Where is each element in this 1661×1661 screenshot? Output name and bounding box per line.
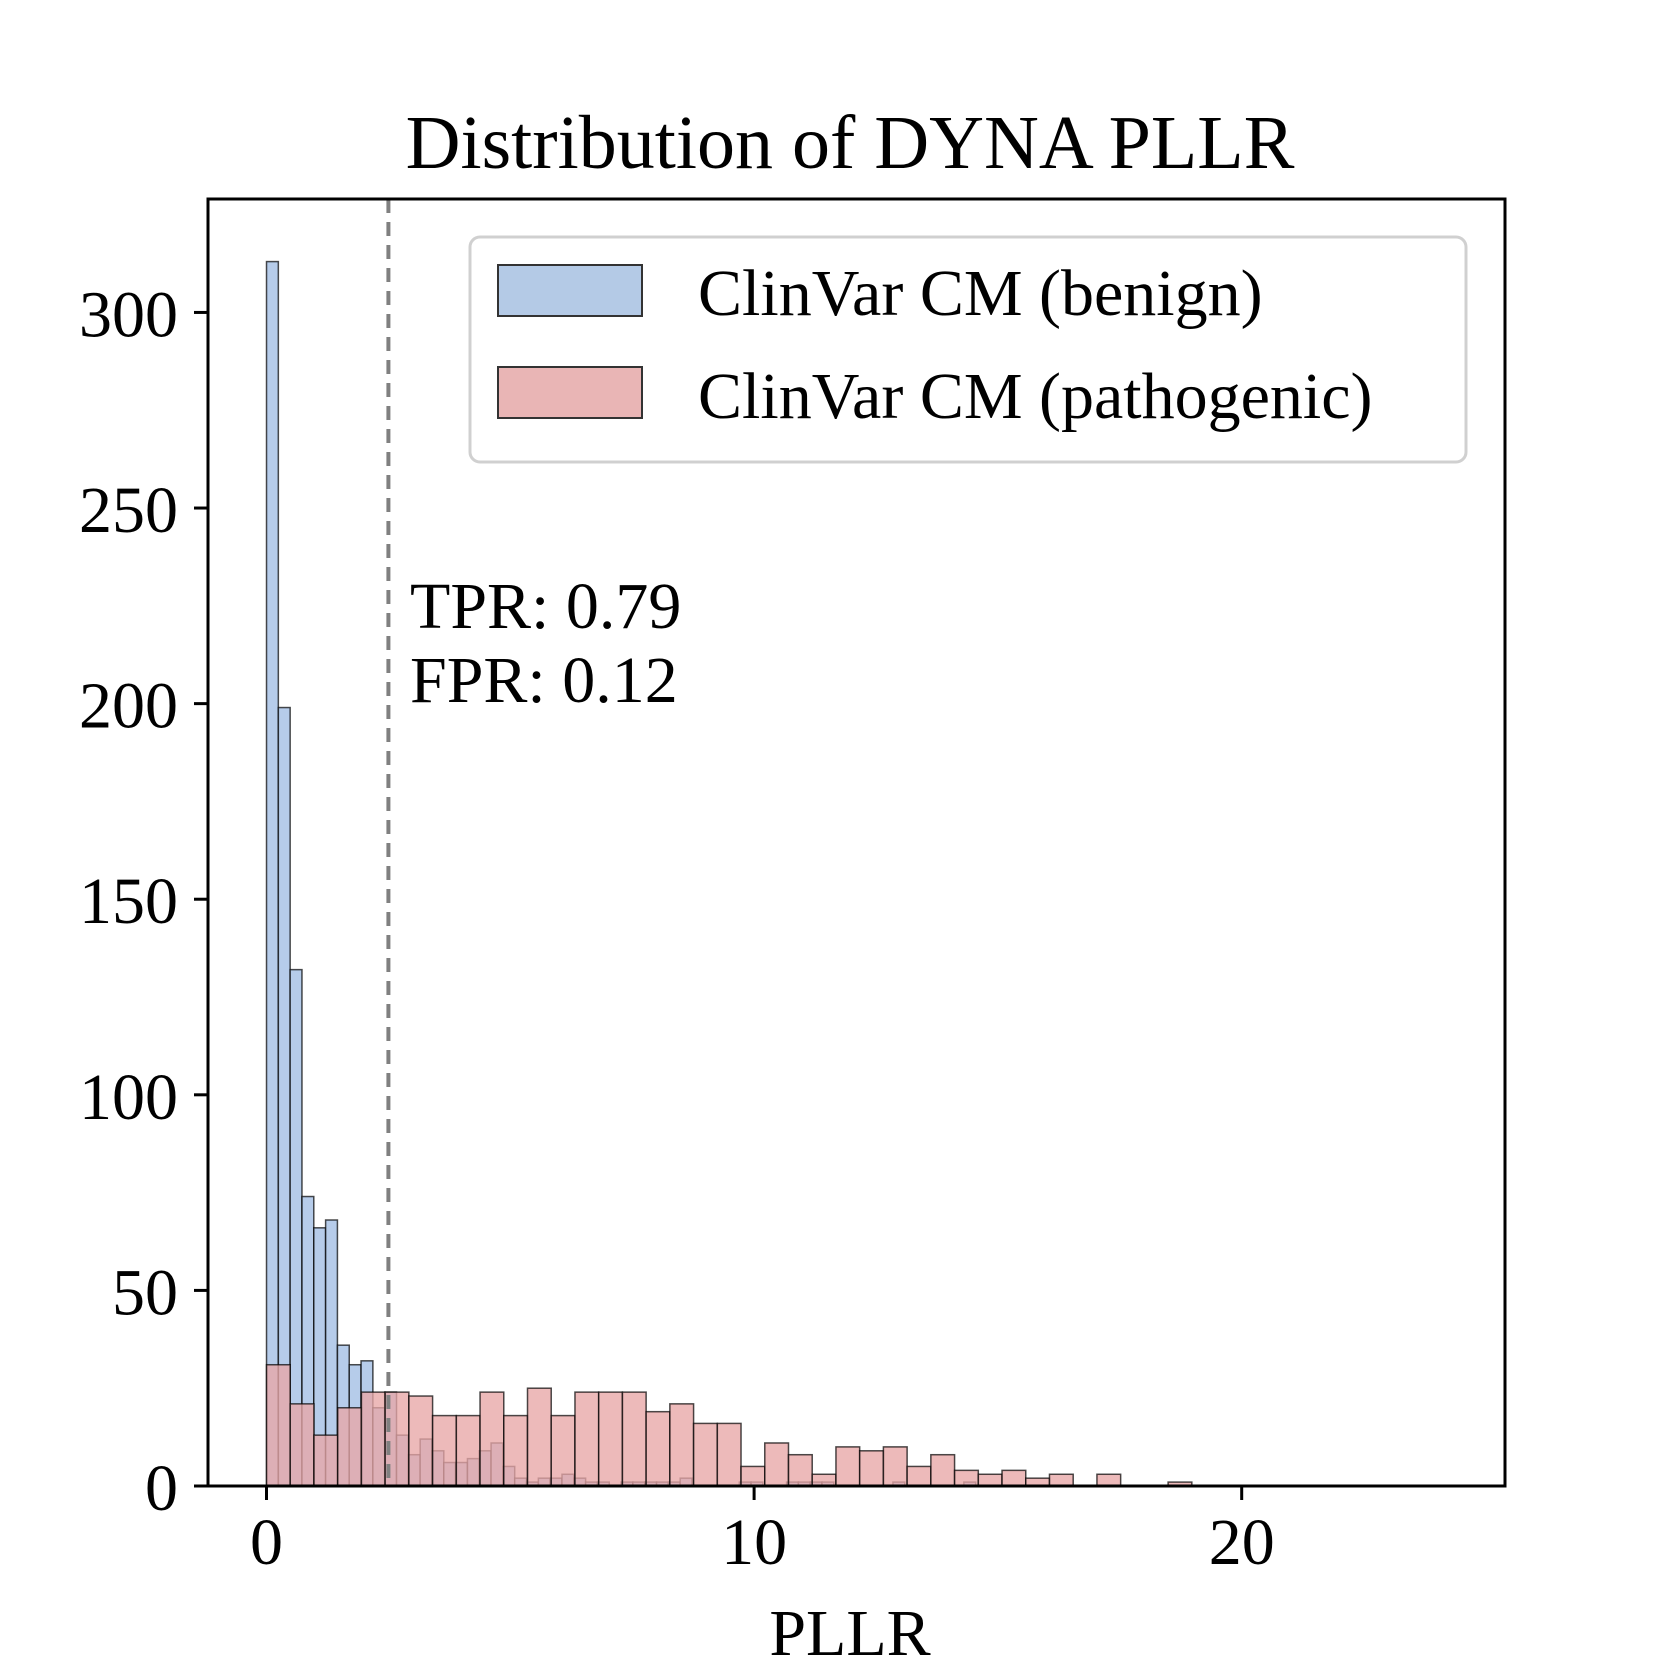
x-tick-label: 20 [1209,1506,1275,1579]
pathogenic-bar [455,1414,481,1487]
y-tick-label: 200 [79,670,178,743]
pathogenic-bar [289,1403,315,1487]
pathogenic-bar [313,1434,339,1487]
benign-bar [265,260,280,1487]
y-tick-label: 250 [79,474,178,547]
pathogenic-bar [977,1473,1003,1487]
pathogenic-bar [503,1414,529,1487]
x-tick-label: 10 [721,1506,787,1579]
pathogenic-bar [835,1446,861,1487]
legend: ClinVar CM (benign) ClinVar CM (pathogen… [468,235,1468,464]
pathogenic-bar [953,1469,980,1487]
pathogenic-bar [811,1473,837,1487]
pathogenic-bar [1096,1473,1122,1487]
y-tick-label: 50 [112,1256,178,1329]
pathogenic-bar [526,1387,552,1487]
pathogenic-bar [336,1407,363,1487]
y-axis: 0 50 100 150 200 250 300 [79,278,208,1525]
pathogenic-bar [431,1414,458,1487]
pathogenic-bar [408,1395,434,1487]
x-axis: 0 10 20 [250,1486,1275,1579]
pathogenic-bar [574,1391,600,1487]
pathogenic-bar [1048,1473,1074,1487]
chart-title: Distribution of DYNA PLLR [406,101,1295,185]
plot-frame [206,197,1507,1488]
tpr-annotation: TPR: 0.79 [410,570,681,643]
pathogenic-bar [550,1414,576,1487]
pathogenic-bar [669,1403,695,1487]
pathogenic-bar [740,1465,766,1487]
pathogenic-bar [265,1363,291,1487]
legend-label-pathogenic: ClinVar CM (pathogenic) [698,360,1373,433]
x-axis-label: PLLR [769,1597,930,1661]
pathogenic-bar [597,1391,624,1487]
pathogenic-bar [479,1391,505,1487]
pathogenic-bar [1001,1469,1027,1487]
y-tick-label: 300 [79,278,178,351]
pathogenic-bar [621,1391,647,1487]
y-tick-label: 100 [79,1061,178,1134]
y-tick-label: 0 [145,1452,178,1525]
pathogenic-bar [787,1453,813,1487]
pathogenic-bar [764,1442,790,1487]
legend-swatch-benign [497,264,643,317]
pathogenic-bar [692,1422,719,1487]
pathogenic-bar [930,1453,956,1487]
pathogenic-bar [645,1410,671,1487]
pathogenic-bar [858,1450,885,1487]
pathogenic-bars [265,1363,1193,1487]
x-tick-label: 0 [250,1506,283,1579]
fpr-annotation: FPR: 0.12 [410,644,678,717]
pathogenic-bar [882,1446,908,1487]
legend-box [468,235,1468,464]
legend-label-benign: ClinVar CM (benign) [698,257,1263,330]
pathogenic-bar [906,1465,932,1487]
legend-swatch-pathogenic [497,366,643,419]
y-tick-label: 150 [79,865,178,938]
pathogenic-bar [360,1391,386,1487]
pathogenic-bar [716,1422,742,1487]
